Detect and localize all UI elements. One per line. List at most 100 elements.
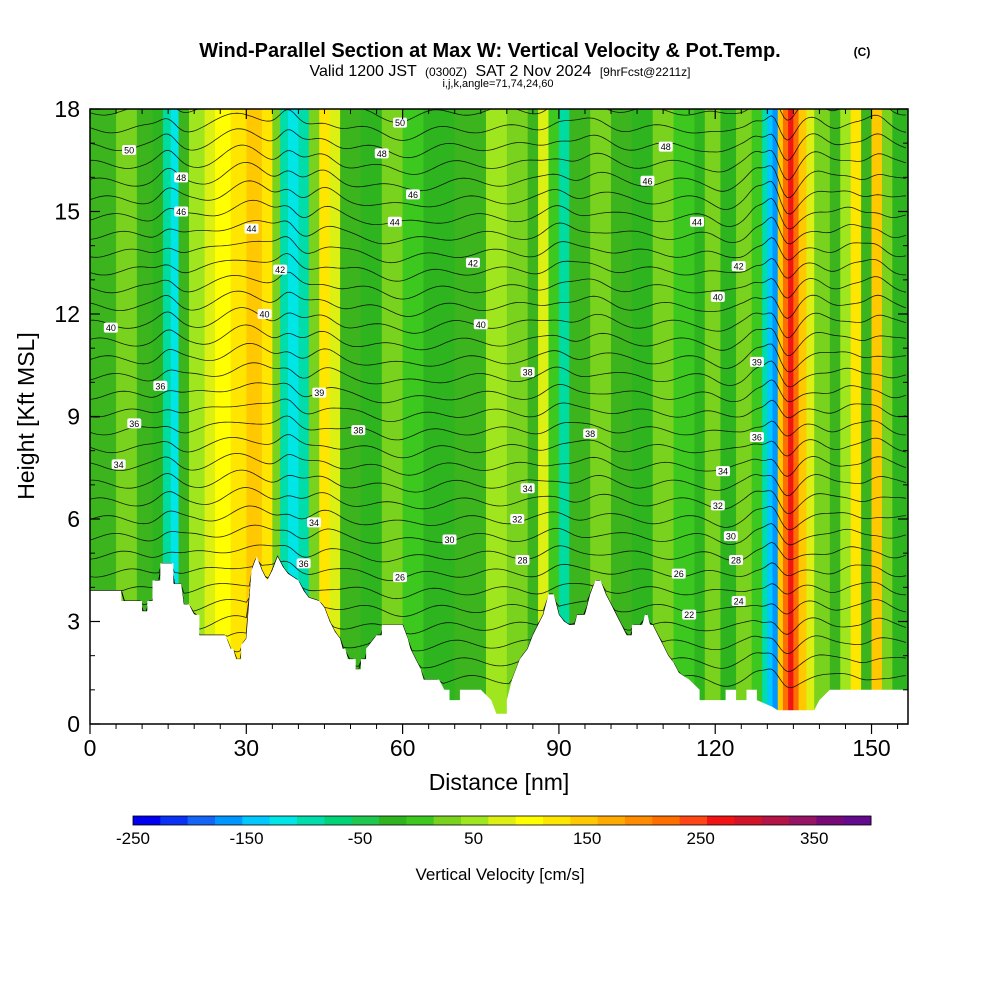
x-tick-label: 150 bbox=[852, 735, 890, 761]
subtitle-fcst: [9hrFcst@2211z] bbox=[600, 65, 691, 79]
velocity-band bbox=[736, 109, 753, 724]
velocity-band bbox=[215, 109, 232, 724]
svg-text:48: 48 bbox=[661, 142, 671, 152]
svg-text:36: 36 bbox=[299, 559, 309, 569]
contour-label: 28 bbox=[515, 555, 530, 566]
contour-label: 42 bbox=[465, 257, 480, 268]
theta-contour-line bbox=[90, 523, 906, 546]
colorbar-swatch bbox=[597, 816, 626, 825]
y-tick-label: 0 bbox=[67, 711, 80, 737]
colorbar-swatch bbox=[406, 816, 435, 825]
colorbar-swatch bbox=[570, 816, 599, 825]
velocity-band bbox=[298, 109, 310, 724]
velocity-band bbox=[261, 109, 274, 724]
contour-label: 36 bbox=[127, 418, 142, 429]
plot-area: 50 48 46 44 42 40 40 36 36 34 50 48 46 44 42 40 39 38 38 38… bbox=[90, 109, 908, 724]
velocity-band bbox=[829, 109, 842, 724]
svg-text:40: 40 bbox=[713, 292, 723, 302]
svg-text:28: 28 bbox=[731, 556, 741, 566]
colorbar-swatch bbox=[816, 816, 845, 825]
chart-title: Wind-Parallel Section at Max W: Vertical… bbox=[199, 40, 780, 62]
chart-subtitle-2: i,j,k,angle=71,74,24,60 bbox=[442, 78, 553, 90]
svg-text:39: 39 bbox=[314, 388, 324, 398]
terrain bbox=[90, 556, 908, 724]
colorbar-swatch bbox=[515, 816, 544, 825]
subtitle-date: SAT 2 Nov 2024 bbox=[475, 63, 591, 80]
velocity-band bbox=[454, 109, 487, 724]
contour-label: 26 bbox=[671, 568, 686, 579]
theta-contour-line bbox=[90, 307, 907, 339]
velocity-band bbox=[340, 109, 362, 724]
contour-label: 40 bbox=[473, 319, 488, 330]
y-tick-label: 18 bbox=[54, 96, 80, 122]
colorbar-swatch bbox=[215, 816, 243, 825]
contour-label: 39 bbox=[749, 356, 764, 367]
svg-text:44: 44 bbox=[247, 224, 257, 234]
theta-contour-line bbox=[90, 555, 907, 635]
velocity-band bbox=[402, 109, 425, 724]
svg-text:48: 48 bbox=[377, 149, 387, 159]
velocity-band bbox=[840, 109, 852, 724]
svg-text:38: 38 bbox=[353, 426, 363, 436]
theta-contour-line bbox=[90, 271, 906, 300]
theta-contour-line bbox=[90, 161, 906, 198]
svg-text:40: 40 bbox=[260, 310, 270, 320]
colorbar-tick-label: -150 bbox=[230, 829, 264, 848]
velocity-band bbox=[548, 109, 560, 724]
velocity-band bbox=[162, 109, 172, 724]
contour-label: 22 bbox=[682, 609, 697, 620]
colorbar-swatch bbox=[160, 816, 189, 825]
velocity-band bbox=[308, 109, 321, 724]
contour-label: 30 bbox=[723, 531, 738, 542]
colorbar-tick-label: 250 bbox=[687, 829, 715, 848]
y-tick-label: 15 bbox=[54, 199, 80, 225]
contour-label: 34 bbox=[520, 483, 535, 494]
theta-contour-line bbox=[90, 324, 906, 356]
velocity-band bbox=[230, 109, 248, 724]
velocity-band bbox=[788, 109, 795, 724]
svg-text:34: 34 bbox=[523, 484, 533, 494]
colorbar-swatch bbox=[789, 816, 817, 825]
velocity-band bbox=[762, 109, 769, 724]
svg-text:44: 44 bbox=[692, 217, 702, 227]
theta-contour-line bbox=[90, 216, 907, 245]
subtitle-utc: (0300Z) bbox=[425, 65, 467, 79]
velocity-band bbox=[814, 109, 831, 724]
colorbar-swatch bbox=[351, 816, 380, 825]
svg-text:40: 40 bbox=[476, 320, 486, 330]
contour-label: 34 bbox=[111, 459, 126, 470]
velocity-band bbox=[590, 109, 612, 724]
colorbar-tick-label: 150 bbox=[573, 829, 601, 848]
chart-subtitle: Valid 1200 JST (0300Z) SAT 2 Nov 2024 [9… bbox=[309, 63, 690, 80]
theta-contour-line bbox=[90, 379, 907, 404]
colorbar-swatch bbox=[625, 816, 653, 825]
velocity-band bbox=[506, 109, 529, 724]
velocity-band bbox=[751, 109, 763, 724]
svg-text:32: 32 bbox=[713, 501, 723, 511]
svg-text:26: 26 bbox=[395, 573, 405, 583]
velocity-band bbox=[170, 109, 180, 724]
svg-text:46: 46 bbox=[408, 190, 418, 200]
svg-text:30: 30 bbox=[444, 535, 454, 545]
svg-text:40: 40 bbox=[106, 323, 116, 333]
svg-text:50: 50 bbox=[124, 146, 134, 156]
contour-label: 50 bbox=[393, 117, 408, 128]
colorbar-swatch bbox=[543, 816, 571, 825]
velocity-band bbox=[631, 109, 654, 724]
colorbar-tick-label: -250 bbox=[116, 829, 150, 848]
theta-contour-line bbox=[90, 487, 906, 514]
svg-text:42: 42 bbox=[468, 258, 478, 268]
contour-label: 38 bbox=[520, 367, 535, 378]
contour-label: 46 bbox=[640, 175, 655, 186]
theta-contour-line bbox=[90, 555, 906, 581]
svg-text:46: 46 bbox=[176, 207, 186, 217]
velocity-band bbox=[152, 109, 164, 724]
colorbar-swatch bbox=[324, 816, 353, 825]
velocity-band bbox=[798, 109, 808, 724]
theta-contour-line bbox=[90, 555, 907, 655]
contour-label: 44 bbox=[689, 216, 704, 227]
contour-label: 50 bbox=[122, 145, 137, 156]
svg-text:28: 28 bbox=[517, 556, 527, 566]
